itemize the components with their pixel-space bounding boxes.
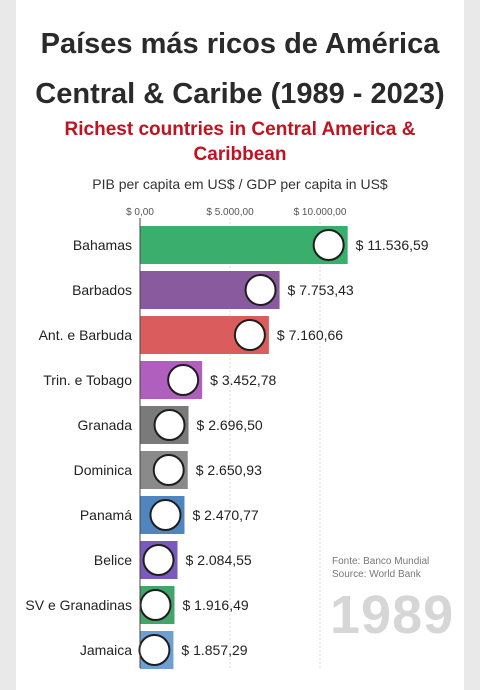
source-line-1: Fonte: Banco Mundial xyxy=(332,556,430,567)
category-label: Bahamas xyxy=(73,237,132,253)
chart-title-line-1: Países más ricos de América xyxy=(40,28,440,60)
chart-subtitle-line-1: Richest countries in Central America & xyxy=(64,119,416,140)
flag-icon xyxy=(139,589,172,621)
flag-icon xyxy=(312,229,345,261)
flag-icon xyxy=(233,319,266,351)
value-label: $ 7.160,66 xyxy=(277,327,343,343)
x-tick-label: $ 0,00 xyxy=(126,207,154,218)
flag-icon xyxy=(152,454,185,486)
category-label: Barbados xyxy=(72,282,132,298)
category-label: Trin. e Tobago xyxy=(43,372,132,388)
value-label: $ 1.857,29 xyxy=(181,642,247,658)
value-label: $ 2.084,55 xyxy=(186,552,252,568)
value-label: $ 3.452,78 xyxy=(210,372,276,388)
category-label: Jamaica xyxy=(80,642,132,658)
category-label: Belice xyxy=(94,552,132,568)
category-label: SV e Granadinas xyxy=(25,597,132,613)
right-edge xyxy=(464,0,480,690)
left-edge xyxy=(0,0,16,690)
category-label: Ant. e Barbuda xyxy=(39,327,133,343)
value-label: $ 2.470,77 xyxy=(192,507,258,523)
x-tick-label: $ 10.000,00 xyxy=(294,207,347,218)
x-axis-title: PIB per capita em US$ / GDP per capita i… xyxy=(92,176,388,192)
chart-title-line-2: Central & Caribe (1989 - 2023) xyxy=(35,78,445,110)
flag-icon xyxy=(142,544,175,576)
flag-icon xyxy=(138,634,171,666)
category-label: Dominica xyxy=(74,462,133,478)
x-tick-label: $ 5.000,00 xyxy=(206,207,254,218)
flag-icon xyxy=(149,499,182,531)
flag-icon xyxy=(153,409,186,441)
value-label: $ 11.536,59 xyxy=(356,237,429,253)
value-label: $ 7.753,43 xyxy=(288,282,354,298)
source-line-2: Source: World Bank xyxy=(332,569,421,580)
category-label: Granada xyxy=(78,417,133,433)
chart-subtitle-line-2: Caribbean xyxy=(193,144,287,165)
category-label: Panamá xyxy=(80,507,132,523)
flag-icon xyxy=(244,274,277,306)
value-label: $ 1.916,49 xyxy=(182,597,248,613)
value-label: $ 2.696,50 xyxy=(197,417,263,433)
value-label: $ 2.650,93 xyxy=(196,462,262,478)
year-label: 1989 xyxy=(330,585,455,645)
flag-icon xyxy=(167,364,200,396)
